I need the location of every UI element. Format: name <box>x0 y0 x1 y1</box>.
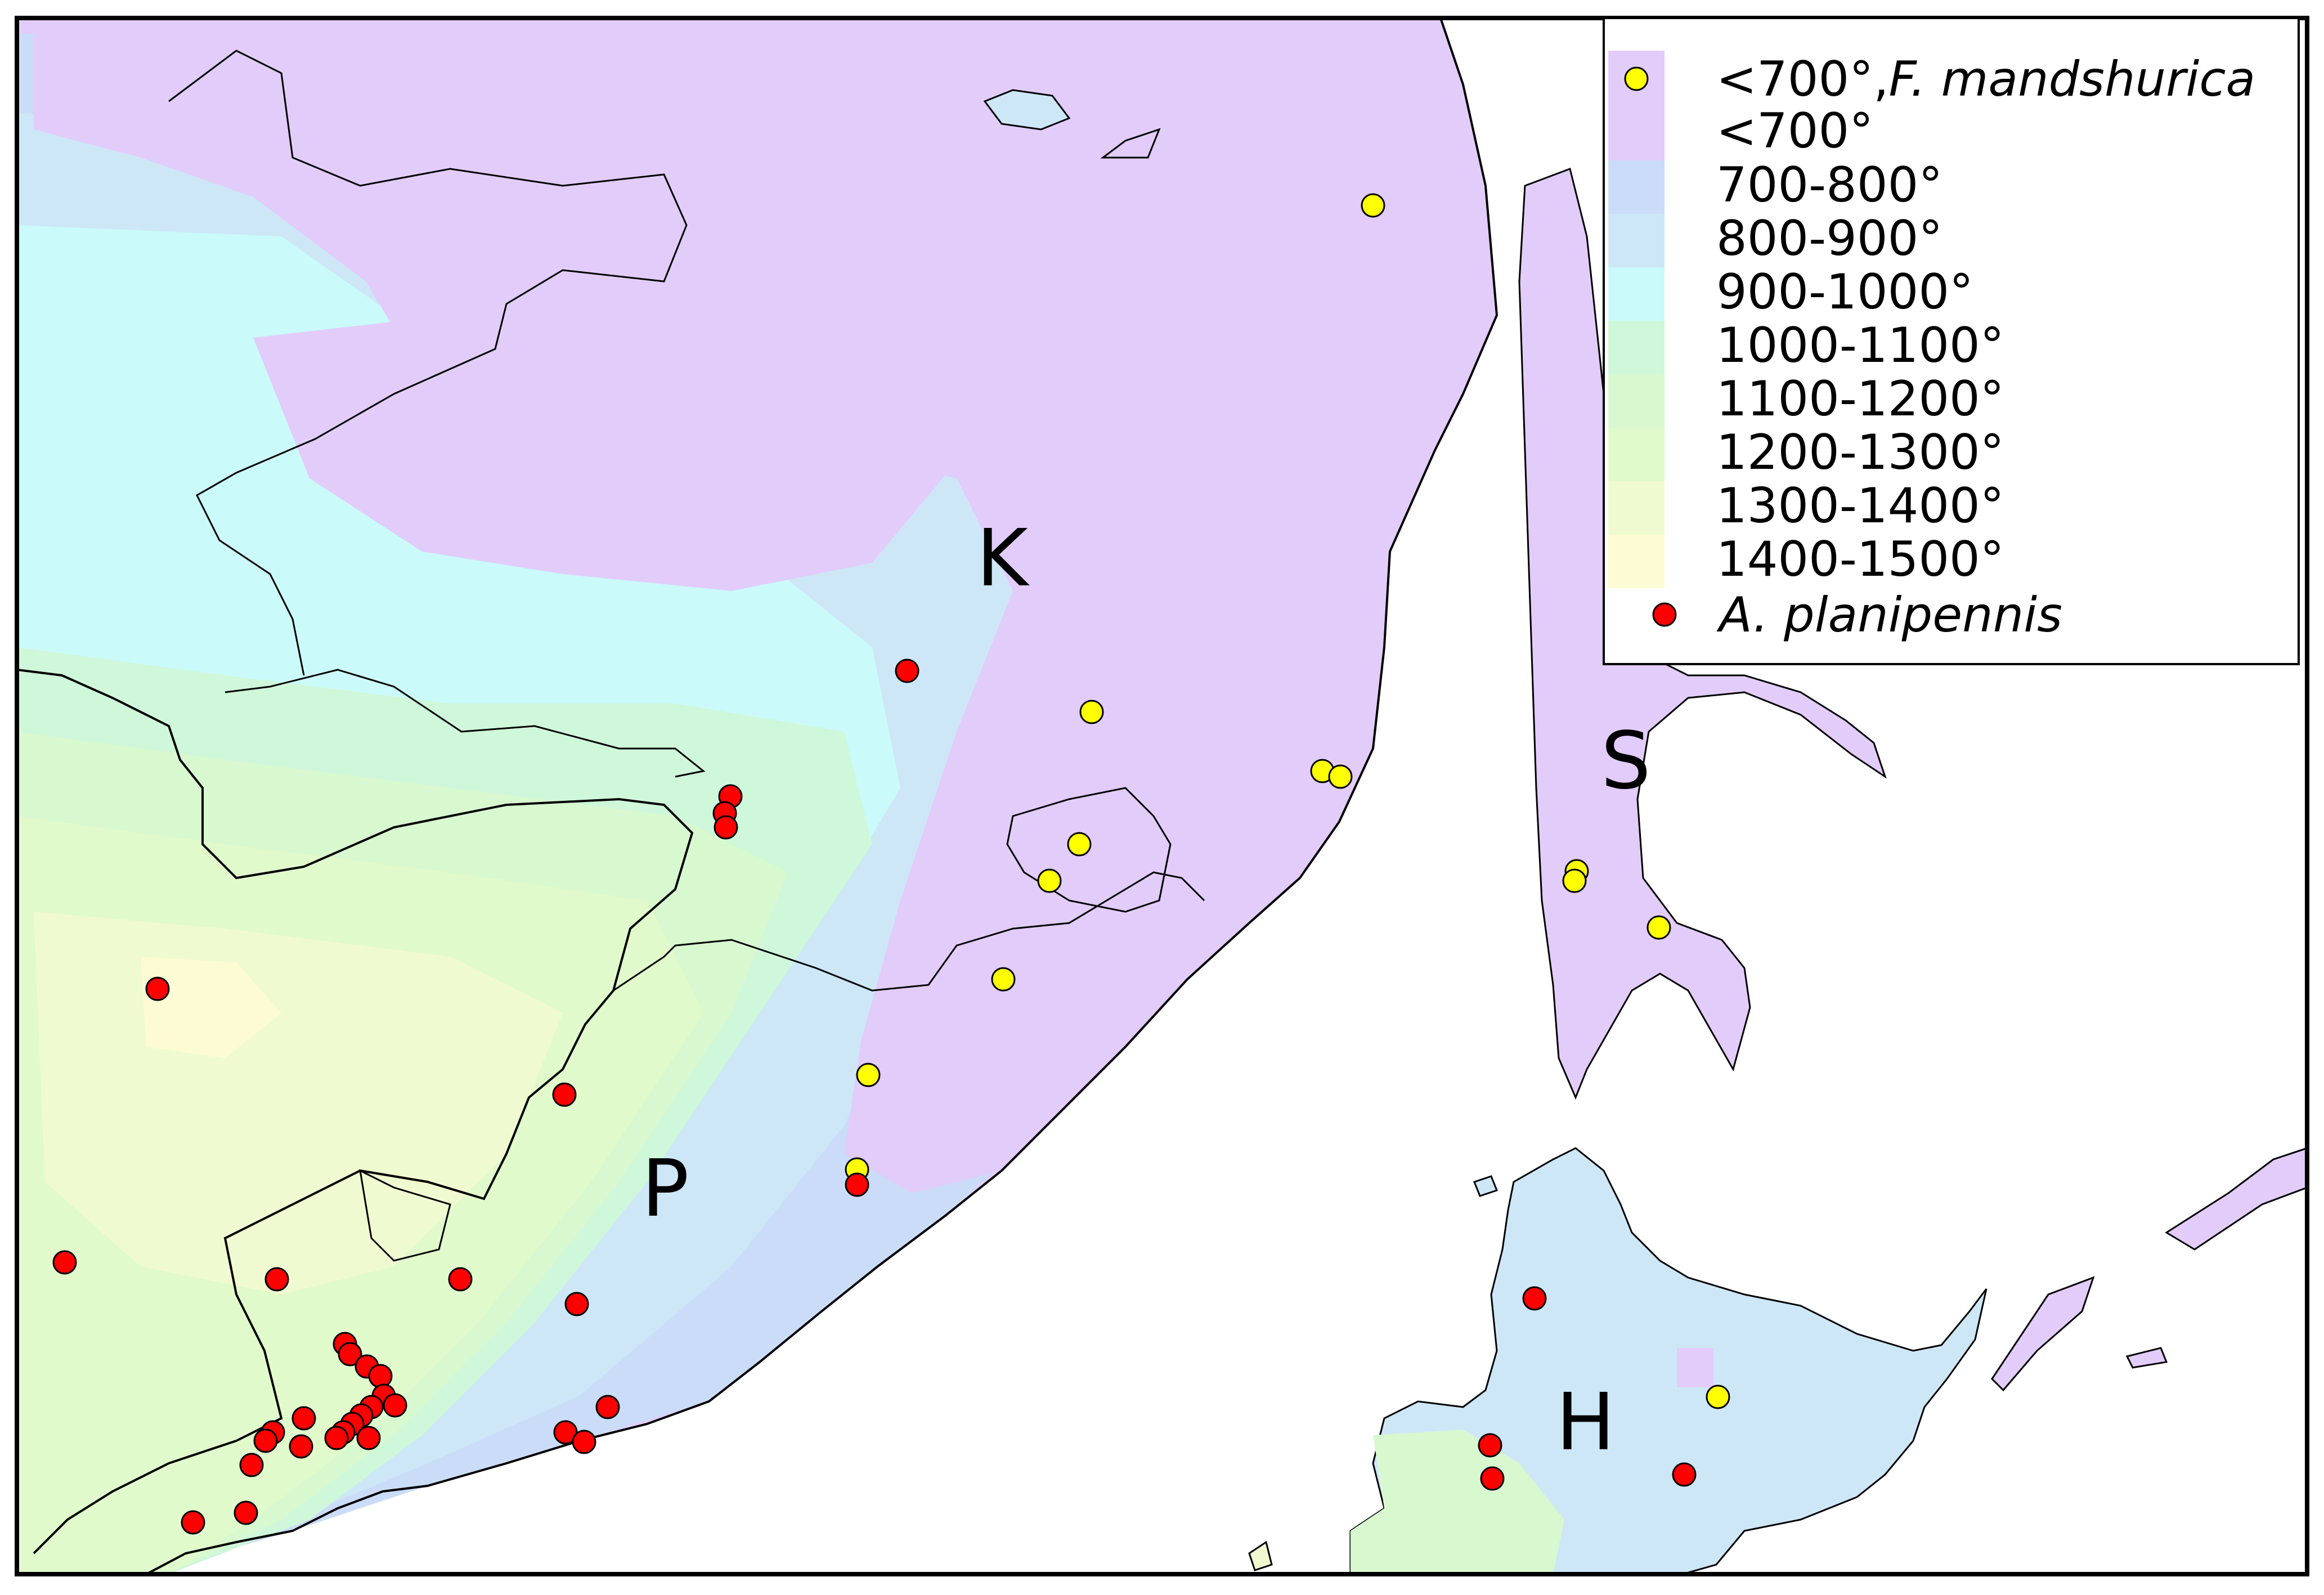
legend-item-1100-1200: 1100-1200° <box>1608 371 2004 428</box>
legend-swatch-1200-1300 <box>1608 428 1665 481</box>
border-lake-khanka <box>359 1169 451 1262</box>
agrilus-marker <box>264 1267 289 1292</box>
legend-box <box>1603 17 2300 665</box>
legend-label-900-1000: 900-1000° <box>1716 264 1973 320</box>
legend-swatch-800-900 <box>1608 214 1665 267</box>
region-label-p: P <box>641 1143 689 1235</box>
legend-label-fraxinus: <700°,F. mandshurica <box>1716 51 2255 107</box>
fraxinus-marker <box>856 1063 881 1087</box>
legend-swatch-1000-1100 <box>1608 321 1665 374</box>
fraxinus-marker <box>1037 868 1062 893</box>
agrilus-marker <box>595 1395 620 1419</box>
legend-item-lt700: <700° <box>1608 103 1873 160</box>
region-label-k: K <box>976 513 1030 604</box>
legend-item-1200-1300: 1200-1300° <box>1608 424 2004 481</box>
agrilus-marker <box>714 815 738 840</box>
legend-yellow-marker <box>1624 66 1649 91</box>
legend-item-agrilus: A. planipennis <box>1652 587 2062 643</box>
legend-item-900-1000: 900-1000° <box>1608 264 1973 321</box>
agrilus-marker <box>1672 1462 1697 1487</box>
legend-item-fraxinus-lt700: <700°,F. mandshurica <box>1608 51 2255 107</box>
legend-label-1100-1200: 1100-1200° <box>1716 371 2004 427</box>
agrilus-marker <box>1480 1466 1505 1491</box>
fraxinus-marker <box>1328 764 1353 789</box>
agrilus-marker <box>239 1453 264 1477</box>
legend-label-1300-1400: 1300-1400° <box>1716 478 2004 534</box>
band-1400-1500 <box>141 957 281 1058</box>
fraxinus-marker <box>991 967 1016 992</box>
legend-swatch-900-1000 <box>1608 267 1665 321</box>
agrilus-marker <box>145 976 170 1001</box>
agrilus-marker <box>1478 1433 1502 1458</box>
legend-label-800-900: 800-900° <box>1716 210 1942 267</box>
map-border <box>15 16 2309 1576</box>
agrilus-marker <box>338 1342 362 1366</box>
fraxinus-marker <box>1067 832 1092 857</box>
island-small-south <box>1248 1540 1273 1571</box>
agrilus-marker <box>291 1406 316 1431</box>
region-label-h: H <box>1556 1377 1615 1468</box>
legend-label-1200-1300: 1200-1300° <box>1716 424 2004 481</box>
agrilus-marker <box>552 1082 577 1107</box>
agrilus-marker <box>1522 1286 1547 1311</box>
agrilus-marker <box>448 1267 473 1292</box>
legend-label-700-800: 700-800° <box>1716 157 1942 213</box>
legend-swatch-1300-1400 <box>1608 481 1665 535</box>
agrilus-marker <box>572 1430 596 1454</box>
agrilus-marker <box>895 658 919 683</box>
fraxinus-marker <box>1562 868 1587 893</box>
region-label-s: S <box>1601 715 1651 807</box>
legend-label-1400-1500: 1400-1500° <box>1716 531 2004 588</box>
band-lt700-inner <box>253 315 957 591</box>
fraxinus-marker <box>1706 1385 1730 1409</box>
legend-swatch-700-800 <box>1608 160 1665 214</box>
legend-swatch-1400-1500 <box>1608 535 1665 588</box>
agrilus-marker <box>564 1292 589 1316</box>
legend-swatch-1100-1200 <box>1608 374 1665 428</box>
legend-swatch-lt700 <box>1608 107 1665 160</box>
sakhalin-island <box>1518 168 1887 1100</box>
agrilus-markers <box>52 658 1697 1535</box>
legend-item-700-800: 700-800° <box>1608 157 1942 214</box>
shantar-islands-2 <box>1100 128 1161 159</box>
kuril-island-1 <box>1991 1276 2095 1392</box>
agrilus-marker <box>324 1426 349 1450</box>
mainland-coastline <box>146 18 1499 1574</box>
hokkaido-cold-cell <box>1677 1348 1713 1387</box>
agrilus-marker <box>52 1250 77 1275</box>
border-primorye <box>613 871 1205 992</box>
border-small-east <box>1006 787 1172 913</box>
agrilus-marker <box>845 1172 869 1197</box>
kuril-island-2 <box>2165 1147 2307 1251</box>
legend-red-marker <box>1652 602 1677 627</box>
border-china-russia <box>17 669 694 1554</box>
agrilus-marker <box>234 1500 258 1525</box>
agrilus-marker <box>253 1428 278 1453</box>
legend-item-1000-1100: 1000-1100° <box>1608 317 2004 374</box>
agrilus-marker <box>289 1434 313 1459</box>
legend-item-800-900: 800-900° <box>1608 210 1942 267</box>
legend-item-1300-1400: 1300-1400° <box>1608 478 2004 535</box>
kuril-island-4 <box>1473 1175 1498 1197</box>
agrilus-marker <box>383 1393 407 1418</box>
fraxinus-marker <box>1079 700 1104 724</box>
fraxinus-marker <box>1646 915 1671 940</box>
border-jewish-ao <box>225 669 706 778</box>
agrilus-marker <box>368 1364 393 1388</box>
kuril-island-3 <box>2125 1347 2168 1369</box>
legend-label-lt700: <700° <box>1716 103 1873 159</box>
hokkaido-warm-zone <box>1351 1430 1564 1574</box>
shantar-islands <box>983 89 1071 131</box>
agrilus-marker <box>181 1510 205 1535</box>
agrilus-marker <box>356 1426 381 1450</box>
legend-label-agrilus: A. planipennis <box>1716 587 2062 643</box>
border-khabarovsk-north <box>168 50 688 676</box>
legend-label-1000-1100: 1000-1100° <box>1716 317 2004 374</box>
fraxinus-marker <box>1361 193 1385 218</box>
fraxinus-markers <box>845 193 1730 1409</box>
legend: <700°,F. mandshurica <700° 700-800° 800-… <box>1603 17 2300 665</box>
legend-item-1400-1500: 1400-1500° <box>1608 531 2004 588</box>
